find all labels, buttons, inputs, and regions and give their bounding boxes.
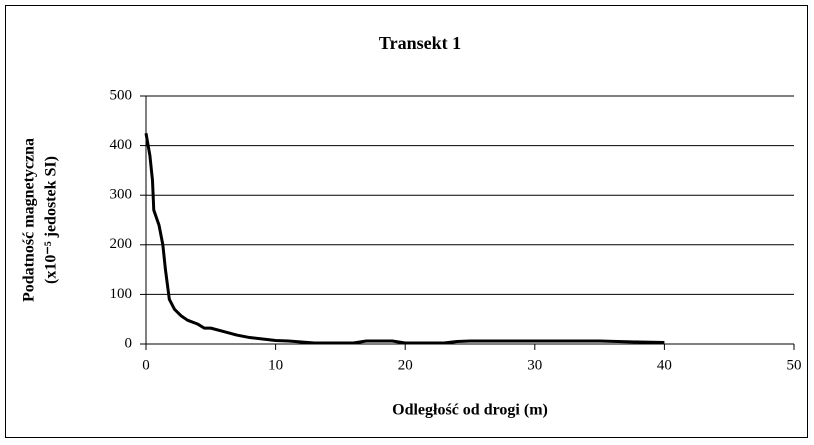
x-tick-label: 50: [787, 357, 802, 373]
data-line: [144, 132, 665, 345]
chart-border: [5, 5, 808, 438]
y-tick-label: 200: [110, 236, 133, 252]
x-tick-label: 0: [142, 357, 150, 373]
y-axis-label: Podatność magnetyczna: [21, 138, 38, 302]
y-tick-label: 400: [110, 137, 133, 153]
x-axis-label: Odległość od drogi (m): [392, 402, 548, 419]
x-tick-label: 10: [268, 357, 283, 373]
x-tick-label: 20: [398, 357, 413, 373]
y-axis-label: (x10⁻⁵ jedostek SI): [43, 156, 60, 284]
x-tick-label: 30: [527, 357, 542, 373]
y-tick-label: 100: [110, 286, 133, 302]
x-tick-label: 40: [657, 357, 672, 373]
chart-title: Transekt 1: [379, 33, 461, 53]
y-tick-label: 300: [110, 187, 133, 203]
y-tick-label: 500: [110, 87, 133, 103]
y-tick-label: 0: [125, 335, 133, 351]
